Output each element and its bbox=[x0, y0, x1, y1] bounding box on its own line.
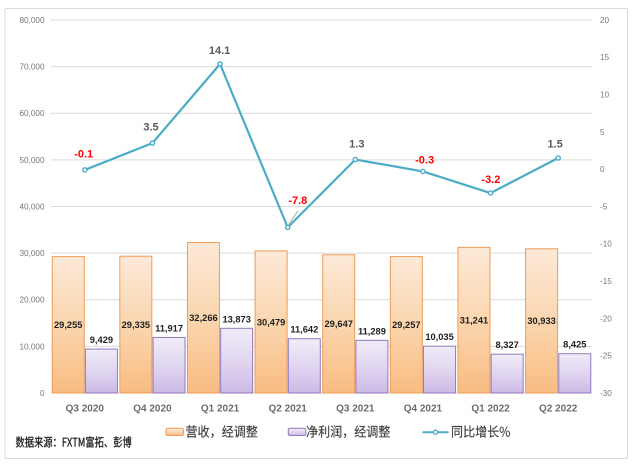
svg-text:50,000: 50,000 bbox=[19, 156, 44, 165]
svg-text:-0.3: -0.3 bbox=[415, 154, 434, 166]
svg-text:-15: -15 bbox=[600, 277, 612, 286]
svg-text:60,000: 60,000 bbox=[19, 109, 44, 118]
svg-text:1.5: 1.5 bbox=[547, 138, 562, 150]
svg-text:11,289: 11,289 bbox=[358, 326, 386, 336]
svg-text:-20: -20 bbox=[600, 314, 612, 323]
svg-text:Q2 2022: Q2 2022 bbox=[539, 403, 578, 414]
svg-text:11,917: 11,917 bbox=[155, 323, 183, 333]
svg-text:10,000: 10,000 bbox=[19, 342, 44, 351]
svg-text:13,873: 13,873 bbox=[222, 314, 250, 324]
svg-text:Q2 2021: Q2 2021 bbox=[269, 403, 308, 414]
svg-text:20: 20 bbox=[600, 16, 610, 25]
svg-text:40,000: 40,000 bbox=[19, 202, 44, 211]
svg-text:70,000: 70,000 bbox=[19, 63, 44, 72]
svg-text:3.5: 3.5 bbox=[143, 121, 158, 133]
svg-text:9,429: 9,429 bbox=[90, 335, 113, 345]
svg-text:-5: -5 bbox=[600, 202, 608, 211]
svg-text:80,000: 80,000 bbox=[19, 16, 44, 25]
svg-text:29,255: 29,255 bbox=[54, 320, 82, 330]
svg-text:15: 15 bbox=[600, 53, 610, 62]
svg-text:-10: -10 bbox=[600, 240, 612, 249]
svg-text:-3.2: -3.2 bbox=[481, 174, 500, 186]
svg-text:Q4 2021: Q4 2021 bbox=[404, 403, 443, 414]
svg-text:30,479: 30,479 bbox=[257, 317, 285, 327]
svg-text:10: 10 bbox=[600, 91, 610, 100]
svg-text:Q1 2021: Q1 2021 bbox=[201, 403, 240, 414]
svg-text:30,933: 30,933 bbox=[527, 316, 555, 326]
svg-text:29,257: 29,257 bbox=[392, 320, 420, 330]
svg-text:Q1 2022: Q1 2022 bbox=[471, 403, 510, 414]
svg-text:-30: -30 bbox=[600, 389, 612, 398]
svg-text:Q3 2020: Q3 2020 bbox=[66, 403, 105, 414]
svg-text:8,425: 8,425 bbox=[563, 340, 586, 350]
svg-text:0: 0 bbox=[600, 165, 605, 174]
svg-text:Q3 2021: Q3 2021 bbox=[336, 403, 375, 414]
svg-text:31,241: 31,241 bbox=[460, 315, 488, 325]
svg-text:30,000: 30,000 bbox=[19, 249, 44, 258]
svg-text:-25: -25 bbox=[600, 352, 612, 361]
svg-text:29,335: 29,335 bbox=[122, 320, 150, 330]
svg-text:29,647: 29,647 bbox=[324, 319, 352, 329]
svg-text:11,642: 11,642 bbox=[290, 325, 318, 335]
svg-text:Q4 2020: Q4 2020 bbox=[133, 403, 172, 414]
svg-text:1.3: 1.3 bbox=[349, 138, 364, 150]
svg-text:5: 5 bbox=[600, 128, 605, 137]
svg-text:8,327: 8,327 bbox=[496, 340, 519, 350]
svg-text:32,266: 32,266 bbox=[189, 313, 217, 323]
svg-text:14.1: 14.1 bbox=[209, 45, 230, 57]
svg-text:-7.8: -7.8 bbox=[288, 195, 307, 207]
svg-text:20,000: 20,000 bbox=[19, 296, 44, 305]
svg-text:10,035: 10,035 bbox=[425, 332, 453, 342]
svg-text:-0.1: -0.1 bbox=[74, 149, 93, 161]
svg-text:0: 0 bbox=[40, 389, 45, 398]
